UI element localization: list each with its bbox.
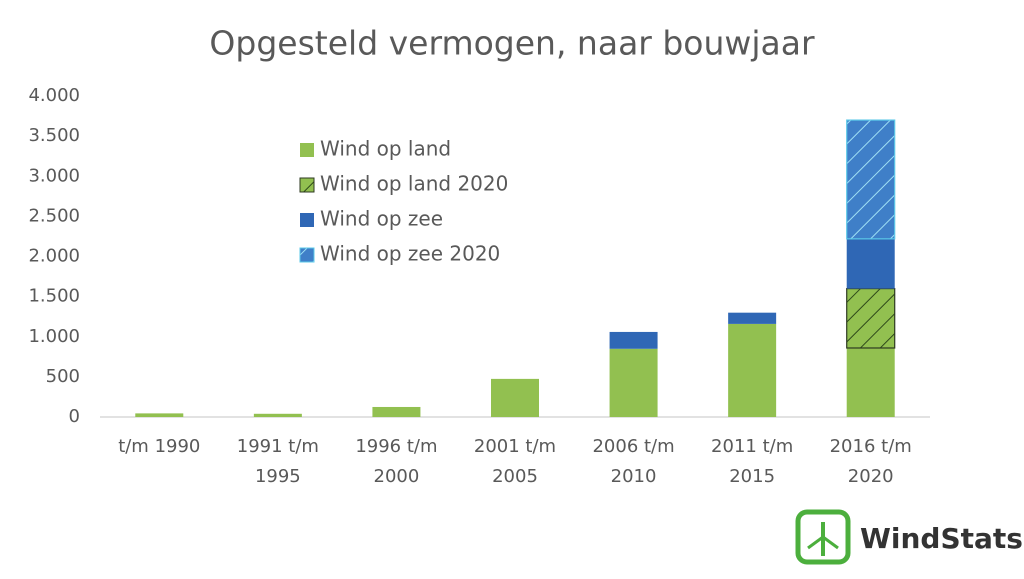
bar <box>846 238 895 289</box>
bar <box>846 119 896 240</box>
legend-label: Wind op zee <box>320 207 443 231</box>
y-tick-label: 2.000 <box>28 246 80 267</box>
legend-label: Wind op land <box>320 137 451 161</box>
x-tick-label: 2011 t/m 2015 <box>711 436 794 487</box>
x-tick-label: 1996 t/m 2000 <box>355 436 438 487</box>
bar <box>728 312 777 324</box>
bar <box>846 288 896 349</box>
x-tick-label: 2016 t/m 2020 <box>829 436 912 487</box>
bar <box>609 331 658 349</box>
legend-swatch <box>300 143 314 157</box>
y-tick-label: 4.000 <box>28 85 80 106</box>
legend-swatch <box>299 247 315 263</box>
bar <box>728 323 777 417</box>
bar <box>253 413 302 417</box>
x-tick-label: 1991 t/m 1995 <box>236 436 319 487</box>
bar <box>846 347 895 417</box>
x-tick-label: 2001 t/m 2005 <box>473 436 557 487</box>
bar <box>609 348 658 417</box>
legend-swatch <box>300 213 314 227</box>
y-tick-label: 2.500 <box>28 205 80 226</box>
bar <box>372 406 421 417</box>
legend-swatch <box>299 177 315 193</box>
logo-icon <box>795 509 851 565</box>
x-tick-label: 2006 t/m 2010 <box>592 436 675 487</box>
legend-label: Wind op zee 2020 <box>320 242 500 266</box>
y-tick-label: 0 <box>69 406 80 427</box>
logo-text: WindStats <box>860 522 1023 555</box>
y-tick-label: 1.000 <box>28 326 80 347</box>
x-tick-label: t/m 1990 <box>118 436 201 457</box>
bar <box>491 378 539 417</box>
y-tick-label: 500 <box>46 366 80 387</box>
y-tick-label: 3.000 <box>28 165 80 186</box>
legend-label: Wind op land 2020 <box>320 172 508 196</box>
y-tick-label: 1.500 <box>28 286 80 307</box>
chart-title: Opgesteld vermogen, naar bouwjaar <box>209 24 815 63</box>
y-tick-label: 3.500 <box>28 125 80 146</box>
bar <box>135 413 184 417</box>
